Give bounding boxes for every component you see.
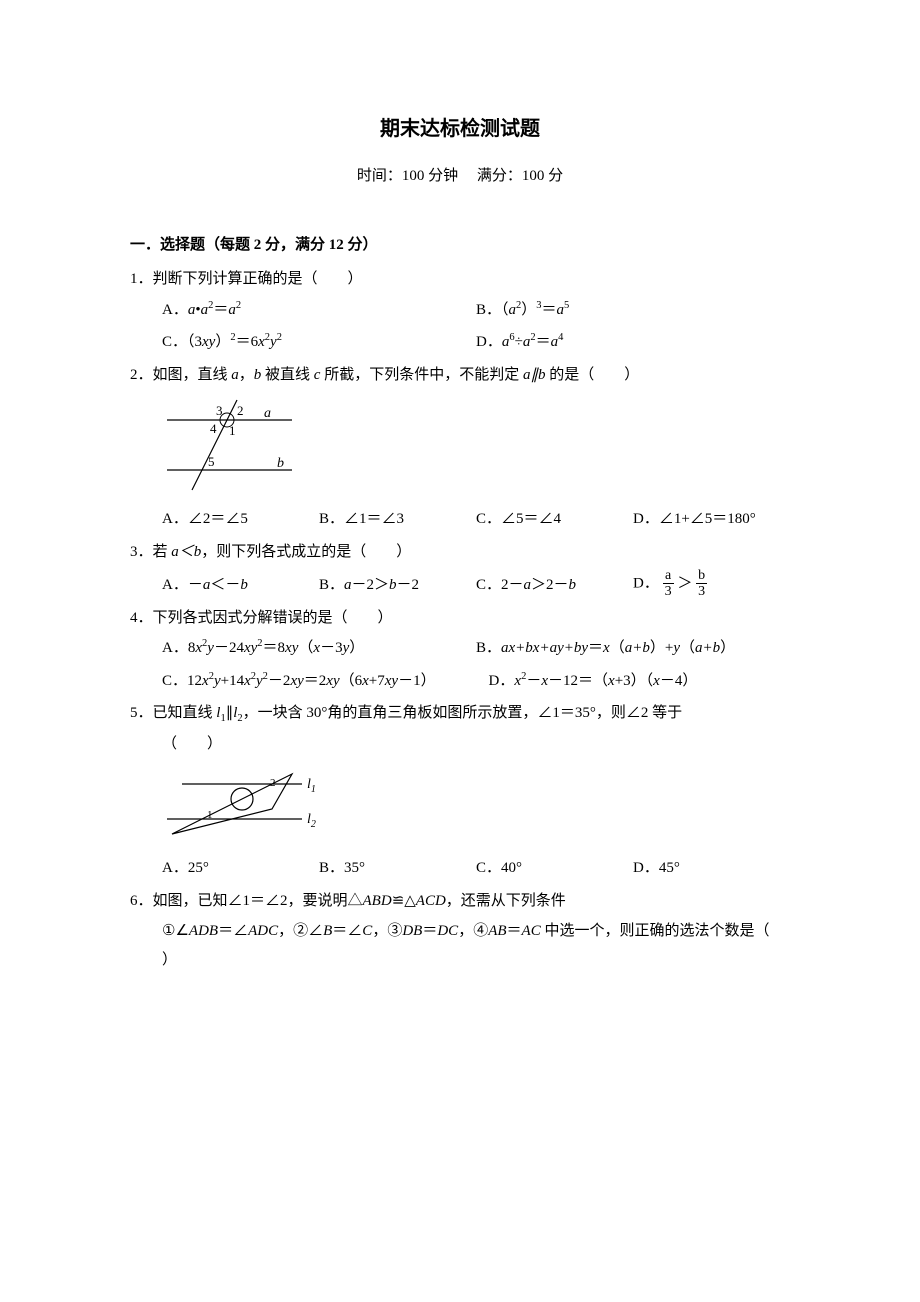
question-6: 6．如图，已知∠1＝∠2，要说明△ABD≌△ACD，还需从下列条件 ①∠ADB＝… [130, 887, 790, 975]
question-1: 1．判断下列计算正确的是（ ） A．a•a2＝a2 B．（a2）3＝a5 C．（… [130, 265, 790, 357]
q1-opt-b: B．（a2）3＝a5 [476, 296, 790, 325]
q4-opt-b: B．ax+bx+ay+by＝x（a+b）+y（a+b） [476, 634, 790, 663]
line-l1: l1 [307, 777, 316, 795]
q2-opt-c: C．∠5＝∠4 [476, 505, 633, 534]
label-3: 3 [216, 403, 223, 418]
time-label: 时间：100 分钟 [357, 168, 458, 184]
q1-stem: 1．判断下列计算正确的是（ ） [130, 265, 790, 294]
score-label: 满分：100 分 [477, 168, 563, 184]
question-5: 5．已知直线 l1∥l2，一块含 30°角的直角三角板如图所示放置，∠1＝35°… [130, 699, 790, 883]
line-l2: l2 [307, 812, 316, 830]
label-b: b [277, 456, 284, 471]
q2-opt-a: A．∠2＝∠5 [162, 505, 319, 534]
q5-opt-c: C．40° [476, 854, 633, 883]
question-3: 3．若 a＜b，则下列各式成立的是（ ） A．－a＜－b B．a－2＞b－2 C… [130, 538, 790, 600]
q1-opt-c: C．（3xy）2＝6x2y2 [162, 328, 476, 357]
q3-opt-b: B．a－2＞b－2 [319, 571, 476, 600]
q1-opt-d: D．a6÷a2＝a4 [476, 328, 790, 357]
q3-opt-d: D． a3 ＞ b3 [633, 568, 790, 600]
question-4: 4．下列各式因式分解错误的是（ ） A．8x2y－24xy2＝8xy（x－3y）… [130, 604, 790, 696]
q2-stem: 2．如图，直线 a，b 被直线 c 所截，下列条件中，不能判定 a∥b 的是（ … [130, 361, 790, 390]
label-2: 2 [237, 403, 244, 418]
q5-stem: 5．已知直线 l1∥l2，一块含 30°角的直角三角板如图所示放置，∠1＝35°… [130, 699, 790, 728]
q5-opt-b: B．35° [319, 854, 476, 883]
q2-figure: 3 2 4 1 5 a b [130, 395, 790, 495]
q2-opt-d: D．∠1+∠5＝180° [633, 505, 790, 534]
q4-stem: 4．下列各式因式分解错误的是（ ） [130, 604, 790, 633]
q5-opt-a: A．25° [162, 854, 319, 883]
q6-stem: 6．如图，已知∠1＝∠2，要说明△ABD≌△ACD，还需从下列条件 [130, 887, 790, 916]
label-a: a [264, 406, 271, 421]
label-4: 4 [210, 421, 217, 436]
q3-opt-c: C．2－a＞2－b [476, 571, 633, 600]
angle-2: 2 [270, 777, 276, 789]
q5-figure: 2 1 l1 l2 [130, 764, 790, 844]
q2-opt-b: B．∠1＝∠3 [319, 505, 476, 534]
label-1: 1 [229, 423, 236, 438]
page-title: 期末达标检测试题 [130, 110, 790, 148]
q4-opt-d: D．x2－x－12＝（x+3）（x－4） [489, 667, 790, 696]
q3-stem: 3．若 a＜b，则下列各式成立的是（ ） [130, 538, 790, 567]
label-5: 5 [208, 454, 215, 469]
q5-opt-d: D．45° [633, 854, 790, 883]
q4-opt-c: C．12x2y+14x2y2－2xy＝2xy（6x+7xy－1） [162, 667, 489, 696]
question-2: 2．如图，直线 a，b 被直线 c 所截，下列条件中，不能判定 a∥b 的是（ … [130, 361, 790, 534]
section-1-heading: 一．选择题（每题 2 分，满分 12 分） [130, 231, 790, 260]
q6-conditions: ①∠ADB＝∠ADC，②∠B＝∠C，③DB＝DC，④AB＝AC 中选一个，则正确… [130, 917, 790, 946]
q6-close-paren: ） [130, 946, 790, 975]
q4-opt-a: A．8x2y－24xy2＝8xy（x－3y） [162, 634, 476, 663]
q1-opt-a: A．a•a2＝a2 [162, 296, 476, 325]
q5-paren: （ ） [130, 730, 790, 759]
angle-1: 1 [207, 809, 213, 821]
page-subtitle: 时间：100 分钟 满分：100 分 [130, 162, 790, 191]
q3-opt-a: A．－a＜－b [162, 571, 319, 600]
